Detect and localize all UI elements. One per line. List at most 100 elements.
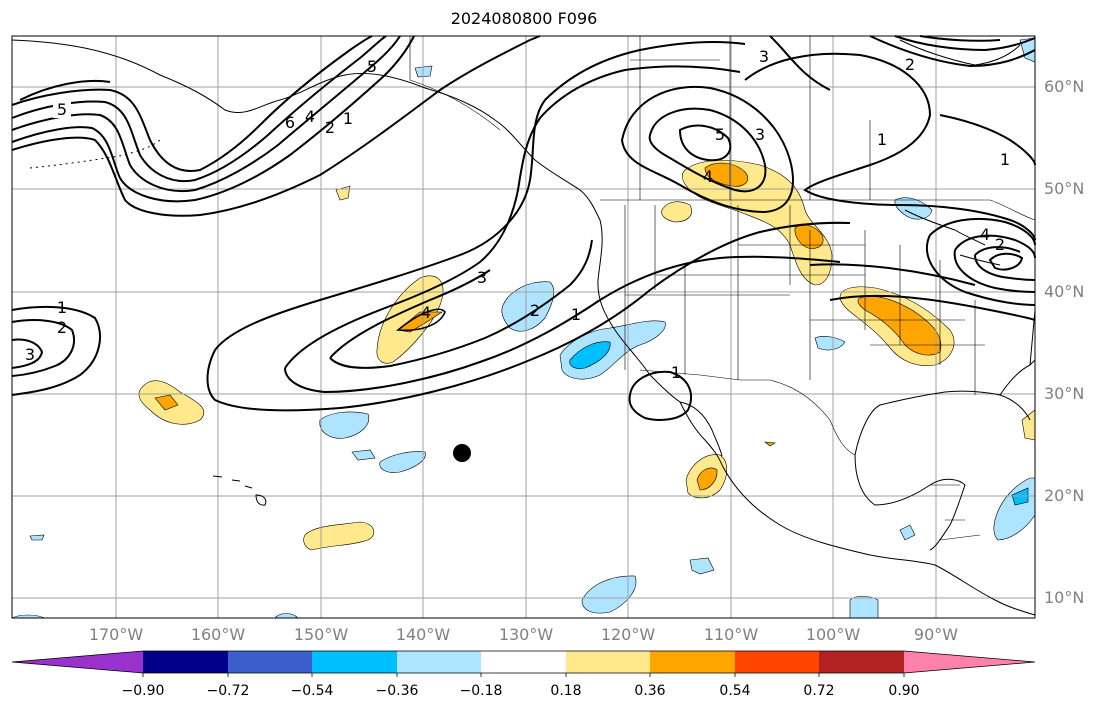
political-borders xyxy=(409,36,1036,541)
contour-low-4 xyxy=(620,85,794,214)
contour-ne-2b xyxy=(939,114,1036,166)
colorbar-tick-label: 0.54 xyxy=(719,683,751,699)
contour-east-2 xyxy=(953,234,1036,293)
contour-label: 5 xyxy=(57,100,67,119)
colorbar-segment xyxy=(650,651,735,673)
contour-label: 3 xyxy=(759,47,769,66)
colorbar-tick-label: 0.36 xyxy=(634,683,666,699)
contour-label: 2 xyxy=(325,118,335,137)
contour-ne-1c xyxy=(919,35,1001,42)
contour-label: 3 xyxy=(755,125,765,144)
colorbar xyxy=(11,650,1036,677)
colorbar-segment xyxy=(397,651,481,673)
gulf-coast xyxy=(854,390,1031,551)
colorbar-segment xyxy=(312,651,397,673)
contour-label: 4 xyxy=(421,303,431,322)
contour-ne-3 xyxy=(744,52,1036,241)
colorbar-tick-label: −0.36 xyxy=(375,683,419,699)
location-marker xyxy=(453,444,471,462)
contour-nw-2 xyxy=(11,35,415,203)
shade-rockies-2 xyxy=(661,201,692,223)
colorbar-tick-label: 0.90 xyxy=(888,683,920,699)
contour-east-wide xyxy=(809,263,1036,321)
contour-label: 1 xyxy=(343,109,353,128)
contour-label: 4 xyxy=(703,167,713,186)
colorbar-segment xyxy=(143,651,228,673)
graticule xyxy=(12,36,1035,618)
colorbar-tick-label: 0.72 xyxy=(803,683,835,699)
contour-ne-1 xyxy=(869,35,1036,68)
contour-high-4 xyxy=(395,308,446,332)
us-canada-border xyxy=(600,199,1036,221)
lat-label: 10°N xyxy=(1044,588,1085,607)
colorbar-tick-label: −0.72 xyxy=(206,683,250,699)
shade-blue-17 xyxy=(29,534,45,541)
us-west-coast xyxy=(597,219,681,403)
contour-label: 2 xyxy=(530,301,540,320)
mexico-coast xyxy=(721,464,1036,616)
colorbar-segment xyxy=(481,651,566,673)
lat-label: 30°N xyxy=(1044,384,1085,403)
contour-label: 6 xyxy=(285,113,295,132)
shade-n-pacific xyxy=(376,275,444,364)
lon-label: 170°W xyxy=(88,625,144,644)
shade-rockies-core xyxy=(704,162,749,187)
contour-high-2 xyxy=(284,65,841,394)
contour-east-1 xyxy=(925,217,1036,306)
contour-label: 2 xyxy=(57,318,67,337)
colorbar-tick-label: −0.18 xyxy=(459,683,503,699)
contour-west-2 xyxy=(11,319,75,377)
alaska-canada-border xyxy=(409,36,501,131)
shade-blue-9 xyxy=(849,595,879,619)
great-lakes xyxy=(904,209,1001,266)
contour-west-3 xyxy=(11,338,44,369)
contour-east-3 xyxy=(974,246,1036,281)
contour-east-4 xyxy=(988,252,1024,271)
lon-label: 120°W xyxy=(600,625,656,644)
us-states xyxy=(624,205,985,395)
contour-label: 5 xyxy=(367,57,377,76)
lon-label: 160°W xyxy=(190,625,246,644)
contour-label: 2 xyxy=(995,235,1005,254)
central-america xyxy=(930,484,981,541)
contour-label: 4 xyxy=(305,107,315,126)
colorbar-segment xyxy=(566,651,650,673)
contour-trough-1 xyxy=(11,35,541,217)
shade-n-pacific-core xyxy=(397,311,443,333)
shade-blue-6 xyxy=(581,575,637,614)
contour-ne-1b xyxy=(894,35,1036,52)
lat-label: 40°N xyxy=(1044,282,1085,301)
colorbar-extend-high xyxy=(904,651,1035,673)
contour-nw-5 xyxy=(11,35,373,172)
florida xyxy=(999,359,1036,396)
aleutians xyxy=(29,139,161,169)
lon-label: 150°W xyxy=(293,625,349,644)
lon-label: 110°W xyxy=(703,625,759,644)
shade-plains-core xyxy=(857,296,942,356)
shade-blue-10 xyxy=(689,557,715,575)
contour-label: 3 xyxy=(25,345,35,364)
contour-label: 1 xyxy=(571,305,581,324)
contour-high-3 xyxy=(329,239,593,369)
contour-label: 3 xyxy=(477,268,487,287)
shade-blue-1 xyxy=(501,281,555,332)
contour-nw-6 xyxy=(11,35,387,183)
shade-blue-13 xyxy=(814,336,846,351)
shade-blue-4 xyxy=(379,451,426,473)
contour-west-1 xyxy=(11,305,101,396)
contour-labels: 5 6 4 2 1 3 2 5 3 4 1 2 3 4 2 1 1 2 3 4 … xyxy=(25,47,1010,382)
shade-blue-14 xyxy=(899,524,916,541)
contour-baja-ring xyxy=(628,370,692,421)
colorbar-extend-low xyxy=(12,651,143,673)
map-frame xyxy=(11,35,1036,619)
lon-label: 100°W xyxy=(805,625,861,644)
shade-blue-8 xyxy=(894,197,933,220)
contour-low-3 xyxy=(678,124,732,162)
contour-label: 1 xyxy=(877,130,887,149)
colorbar-segment xyxy=(228,651,312,673)
lat-label: 60°N xyxy=(1044,77,1085,96)
shade-blue-3 xyxy=(319,411,370,439)
shade-blue-5 xyxy=(351,449,376,461)
contour-nw-1 xyxy=(19,79,111,101)
